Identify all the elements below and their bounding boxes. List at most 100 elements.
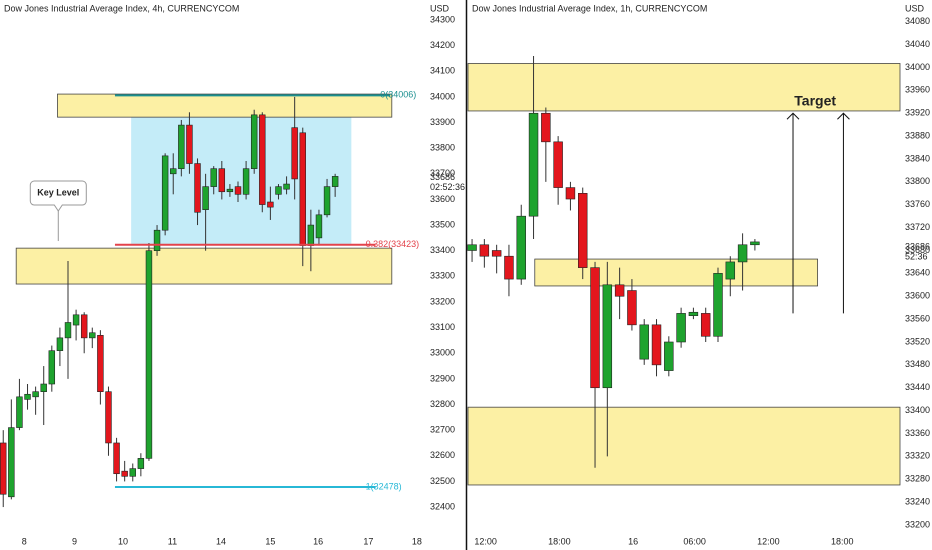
candle-body <box>121 470 128 477</box>
y-tick-label: 33360 <box>905 428 930 438</box>
candle-body <box>16 396 23 428</box>
y-tick-label: 33840 <box>905 153 930 163</box>
y-tick-label: 34100 <box>430 66 455 76</box>
zone <box>15 247 393 285</box>
candle-body <box>664 341 674 371</box>
y-tick-label: 33920 <box>905 108 930 118</box>
countdown: 02:52:36 <box>430 182 465 192</box>
candle-body <box>259 114 266 205</box>
candle-body <box>161 155 169 231</box>
candle-body <box>242 168 250 195</box>
candle-body <box>226 188 234 193</box>
candle-body <box>186 124 193 164</box>
candle-body <box>602 284 613 389</box>
candle-body <box>56 337 64 351</box>
candle-body <box>590 267 600 389</box>
candle-body <box>700 313 711 337</box>
x-tick-label: 18:00 <box>548 536 571 546</box>
y-tick-label: 33900 <box>430 117 455 127</box>
candle-body <box>194 163 201 213</box>
candle-body <box>24 393 31 400</box>
candle-body <box>750 241 760 246</box>
x-tick-label: 14 <box>216 536 226 546</box>
candle-body <box>210 168 217 187</box>
candle-body <box>48 350 56 385</box>
y-tick-label: 33400 <box>430 245 455 255</box>
y-tick-label: 34200 <box>430 40 455 50</box>
axis-unit: USD <box>430 3 450 13</box>
candle-body <box>299 132 306 246</box>
y-tick-label: 33100 <box>430 322 455 332</box>
candle-body <box>725 261 736 280</box>
candle-body <box>651 324 662 366</box>
y-tick-label: 33560 <box>905 313 930 323</box>
candle-body <box>80 314 88 339</box>
x-tick-label: 10 <box>118 536 128 546</box>
fib-label: 0.382(33423) <box>366 239 420 249</box>
candle-body <box>202 186 209 210</box>
candle-body <box>283 183 290 190</box>
candle-body <box>145 250 153 459</box>
candle-body <box>137 458 145 469</box>
y-tick-label: 33680 <box>905 245 930 255</box>
candle-body <box>541 112 551 143</box>
candle-body <box>528 112 539 217</box>
x-tick-label: 06:00 <box>683 536 706 546</box>
candle-body <box>0 442 7 495</box>
y-tick-label: 34040 <box>905 39 930 49</box>
candle-body <box>565 187 576 200</box>
x-tick-label: 16 <box>313 536 323 546</box>
zone <box>57 93 393 118</box>
candle-body <box>323 186 331 216</box>
y-tick-label: 33800 <box>905 176 930 186</box>
y-tick-label: 33320 <box>905 451 930 461</box>
y-tick-label: 33240 <box>905 496 930 506</box>
x-tick-label: 16 <box>628 536 638 546</box>
candle-body <box>331 176 339 187</box>
y-tick-label: 33640 <box>905 268 930 278</box>
annotation: Key Level <box>37 187 79 197</box>
zone <box>534 258 819 287</box>
x-tick-label: 9 <box>72 536 77 546</box>
candle-body <box>291 127 298 180</box>
x-tick-label: 11 <box>168 536 177 546</box>
y-tick-label: 33760 <box>905 199 930 209</box>
candle-body <box>8 427 15 498</box>
countdown: 52:36 <box>905 251 928 261</box>
candle-body <box>639 324 649 360</box>
candle-body <box>676 313 686 343</box>
candle-body <box>64 322 72 339</box>
candle-body <box>627 290 637 326</box>
y-tick-label: 34080 <box>905 16 930 26</box>
candle-body <box>467 244 477 251</box>
candle-body <box>553 141 563 188</box>
candle-body <box>614 284 625 297</box>
callout <box>29 180 87 212</box>
y-tick-label: 33700 <box>430 168 455 178</box>
candle-body <box>105 391 112 444</box>
y-tick-label: 33200 <box>905 519 930 529</box>
y-tick-label: 32900 <box>430 373 455 383</box>
y-tick-label: 32700 <box>430 425 455 435</box>
candle-body <box>113 442 120 475</box>
candle-body <box>97 335 104 392</box>
y-tick-label: 33520 <box>905 336 930 346</box>
candle-body <box>315 214 323 239</box>
x-tick-label: 8 <box>22 536 27 546</box>
candle-body <box>737 244 748 263</box>
y-tick-label: 33000 <box>430 348 455 358</box>
zone <box>467 63 901 112</box>
arrow-head <box>837 112 850 120</box>
y-tick-label: 34300 <box>430 14 455 24</box>
candle-body <box>153 229 161 252</box>
candle-body <box>307 224 315 246</box>
axis-unit: USD <box>905 3 925 13</box>
candle-body <box>40 383 47 392</box>
candle-body <box>89 332 96 339</box>
x-tick-label: 18:00 <box>831 536 854 546</box>
candle-body <box>72 314 80 326</box>
zone <box>467 406 901 486</box>
candle-body <box>178 124 185 169</box>
candle-body <box>491 250 502 257</box>
candle-body <box>250 114 258 169</box>
